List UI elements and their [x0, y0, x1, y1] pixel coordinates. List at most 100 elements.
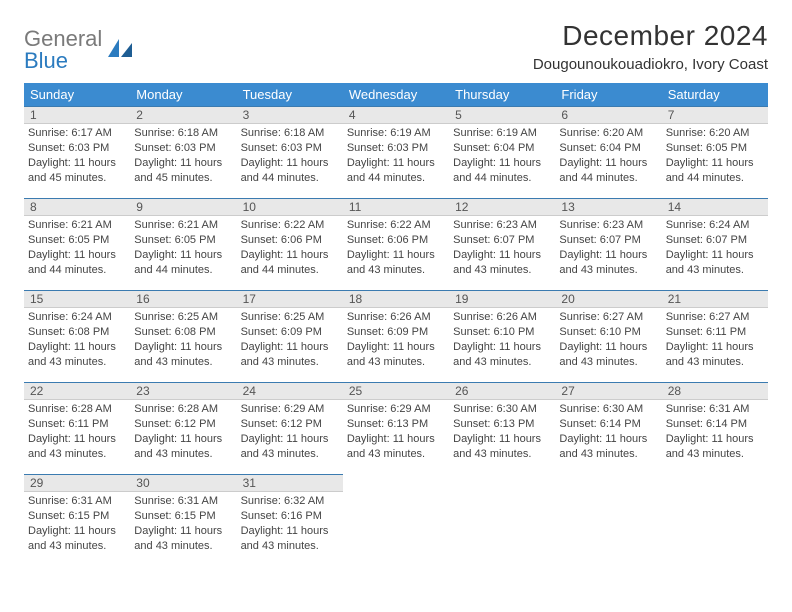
day-details: Sunrise: 6:17 AMSunset: 6:03 PMDaylight:… [24, 124, 130, 189]
daylight-line-2: and 43 minutes. [347, 447, 445, 462]
day-number: 7 [662, 106, 768, 124]
sunrise-line: Sunrise: 6:28 AM [28, 402, 126, 417]
day-number: 19 [449, 290, 555, 308]
day-cell: 8Sunrise: 6:21 AMSunset: 6:05 PMDaylight… [24, 198, 130, 290]
day-cell: 20Sunrise: 6:27 AMSunset: 6:10 PMDayligh… [555, 290, 661, 382]
day-details: Sunrise: 6:25 AMSunset: 6:09 PMDaylight:… [237, 308, 343, 373]
sunset-line: Sunset: 6:11 PM [28, 417, 126, 432]
sunset-line: Sunset: 6:07 PM [666, 233, 764, 248]
day-details: Sunrise: 6:20 AMSunset: 6:04 PMDaylight:… [555, 124, 661, 189]
daylight-line-1: Daylight: 11 hours [559, 156, 657, 171]
week-row: 15Sunrise: 6:24 AMSunset: 6:08 PMDayligh… [24, 290, 768, 382]
day-details: Sunrise: 6:19 AMSunset: 6:04 PMDaylight:… [449, 124, 555, 189]
sunrise-line: Sunrise: 6:19 AM [347, 126, 445, 141]
sunset-line: Sunset: 6:05 PM [666, 141, 764, 156]
day-cell: 3Sunrise: 6:18 AMSunset: 6:03 PMDaylight… [237, 106, 343, 198]
sunset-line: Sunset: 6:13 PM [347, 417, 445, 432]
daylight-line-1: Daylight: 11 hours [347, 340, 445, 355]
day-cell: 26Sunrise: 6:30 AMSunset: 6:13 PMDayligh… [449, 382, 555, 474]
daylight-line-1: Daylight: 11 hours [134, 248, 232, 263]
day-cell [449, 474, 555, 566]
weekday-header: Friday [555, 83, 661, 106]
daylight-line-1: Daylight: 11 hours [241, 432, 339, 447]
daylight-line-2: and 43 minutes. [559, 447, 657, 462]
day-details: Sunrise: 6:27 AMSunset: 6:11 PMDaylight:… [662, 308, 768, 373]
week-row: 22Sunrise: 6:28 AMSunset: 6:11 PMDayligh… [24, 382, 768, 474]
daylight-line-2: and 43 minutes. [559, 355, 657, 370]
month-title: December 2024 [533, 20, 768, 52]
calendar-body: 1Sunrise: 6:17 AMSunset: 6:03 PMDaylight… [24, 106, 768, 566]
day-cell: 4Sunrise: 6:19 AMSunset: 6:03 PMDaylight… [343, 106, 449, 198]
day-cell [343, 474, 449, 566]
daylight-line-2: and 43 minutes. [28, 355, 126, 370]
daylight-line-2: and 43 minutes. [241, 355, 339, 370]
daylight-line-2: and 43 minutes. [241, 447, 339, 462]
day-cell: 7Sunrise: 6:20 AMSunset: 6:05 PMDaylight… [662, 106, 768, 198]
daylight-line-1: Daylight: 11 hours [559, 340, 657, 355]
daylight-line-2: and 44 minutes. [241, 171, 339, 186]
sunrise-line: Sunrise: 6:24 AM [666, 218, 764, 233]
day-details: Sunrise: 6:32 AMSunset: 6:16 PMDaylight:… [237, 492, 343, 557]
day-number: 23 [130, 382, 236, 400]
day-cell: 24Sunrise: 6:29 AMSunset: 6:12 PMDayligh… [237, 382, 343, 474]
sunrise-line: Sunrise: 6:26 AM [347, 310, 445, 325]
sunrise-line: Sunrise: 6:30 AM [453, 402, 551, 417]
daylight-line-1: Daylight: 11 hours [453, 156, 551, 171]
sunset-line: Sunset: 6:10 PM [453, 325, 551, 340]
day-number: 27 [555, 382, 661, 400]
day-number: 12 [449, 198, 555, 216]
daylight-line-1: Daylight: 11 hours [241, 248, 339, 263]
weekday-header: Saturday [662, 83, 768, 106]
sunset-line: Sunset: 6:15 PM [134, 509, 232, 524]
daylight-line-2: and 43 minutes. [134, 355, 232, 370]
sunset-line: Sunset: 6:15 PM [28, 509, 126, 524]
daylight-line-2: and 43 minutes. [241, 539, 339, 554]
day-number: 26 [449, 382, 555, 400]
day-details: Sunrise: 6:19 AMSunset: 6:03 PMDaylight:… [343, 124, 449, 189]
location-label: Dougounoukouadiokro, Ivory Coast [533, 56, 768, 73]
day-details: Sunrise: 6:21 AMSunset: 6:05 PMDaylight:… [130, 216, 236, 281]
day-details: Sunrise: 6:27 AMSunset: 6:10 PMDaylight:… [555, 308, 661, 373]
daylight-line-2: and 43 minutes. [347, 263, 445, 278]
daylight-line-2: and 43 minutes. [666, 263, 764, 278]
daylight-line-1: Daylight: 11 hours [347, 432, 445, 447]
sunset-line: Sunset: 6:03 PM [347, 141, 445, 156]
day-cell [662, 474, 768, 566]
daylight-line-1: Daylight: 11 hours [134, 524, 232, 539]
sunrise-line: Sunrise: 6:21 AM [28, 218, 126, 233]
sunrise-line: Sunrise: 6:17 AM [28, 126, 126, 141]
daylight-line-1: Daylight: 11 hours [666, 432, 764, 447]
day-cell: 12Sunrise: 6:23 AMSunset: 6:07 PMDayligh… [449, 198, 555, 290]
sunrise-line: Sunrise: 6:30 AM [559, 402, 657, 417]
sunset-line: Sunset: 6:09 PM [241, 325, 339, 340]
day-number: 5 [449, 106, 555, 124]
day-details: Sunrise: 6:23 AMSunset: 6:07 PMDaylight:… [449, 216, 555, 281]
day-number: 16 [130, 290, 236, 308]
day-number: 1 [24, 106, 130, 124]
day-details: Sunrise: 6:25 AMSunset: 6:08 PMDaylight:… [130, 308, 236, 373]
day-number: 2 [130, 106, 236, 124]
daylight-line-2: and 43 minutes. [666, 355, 764, 370]
sunset-line: Sunset: 6:03 PM [28, 141, 126, 156]
sunset-line: Sunset: 6:03 PM [134, 141, 232, 156]
daylight-line-2: and 43 minutes. [453, 447, 551, 462]
day-cell: 27Sunrise: 6:30 AMSunset: 6:14 PMDayligh… [555, 382, 661, 474]
day-number: 24 [237, 382, 343, 400]
daylight-line-1: Daylight: 11 hours [241, 340, 339, 355]
day-cell: 11Sunrise: 6:22 AMSunset: 6:06 PMDayligh… [343, 198, 449, 290]
day-details: Sunrise: 6:28 AMSunset: 6:11 PMDaylight:… [24, 400, 130, 465]
daylight-line-1: Daylight: 11 hours [559, 432, 657, 447]
sunset-line: Sunset: 6:05 PM [134, 233, 232, 248]
day-cell: 10Sunrise: 6:22 AMSunset: 6:06 PMDayligh… [237, 198, 343, 290]
daylight-line-1: Daylight: 11 hours [28, 432, 126, 447]
day-number: 25 [343, 382, 449, 400]
daylight-line-1: Daylight: 11 hours [241, 156, 339, 171]
day-number: 20 [555, 290, 661, 308]
brand-text: General Blue [24, 28, 102, 72]
daylight-line-1: Daylight: 11 hours [559, 248, 657, 263]
daylight-line-2: and 43 minutes. [559, 263, 657, 278]
day-number: 8 [24, 198, 130, 216]
daylight-line-1: Daylight: 11 hours [134, 156, 232, 171]
sunrise-line: Sunrise: 6:18 AM [241, 126, 339, 141]
sunrise-line: Sunrise: 6:20 AM [559, 126, 657, 141]
